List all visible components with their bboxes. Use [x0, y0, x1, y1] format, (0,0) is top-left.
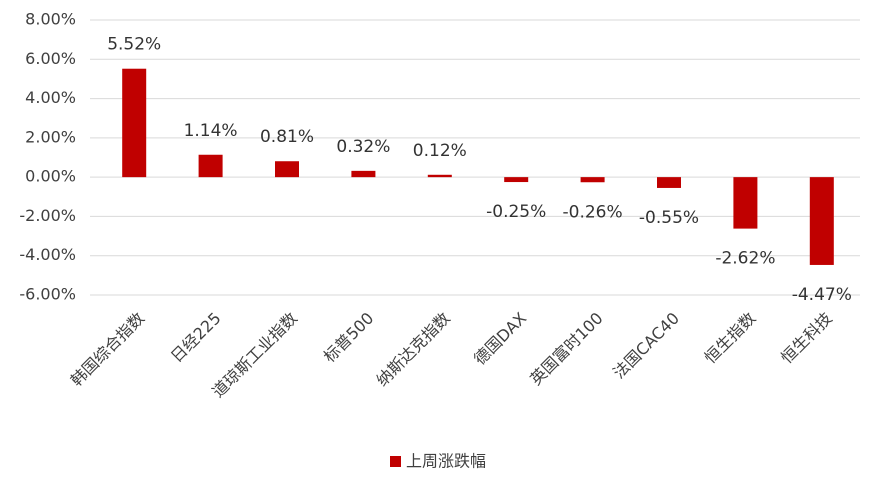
x-tick-label: 德国DAX — [470, 309, 530, 369]
data-label: -2.62% — [715, 249, 775, 269]
legend-label: 上周涨跌幅 — [406, 452, 486, 471]
x-tick-label: 英国富时100 — [526, 309, 606, 389]
y-tick-label: -2.00% — [19, 206, 76, 225]
bar — [275, 161, 299, 178]
bar — [733, 177, 758, 229]
data-label: 5.52% — [107, 35, 161, 55]
data-label: 0.81% — [260, 127, 314, 147]
y-tick-label: 8.00% — [25, 10, 76, 29]
legend-swatch — [390, 456, 401, 467]
data-label: -0.55% — [639, 208, 699, 228]
data-label: 0.12% — [413, 141, 467, 161]
y-tick-label: 4.00% — [25, 88, 76, 107]
y-tick-label: -6.00% — [19, 285, 76, 304]
y-tick-label: -4.00% — [19, 245, 76, 264]
bar — [351, 170, 376, 178]
x-tick-label: 纳斯达克指数 — [372, 309, 453, 390]
bar — [580, 177, 605, 183]
x-tick-label: 恒生科技 — [777, 309, 836, 368]
bar — [427, 174, 452, 178]
y-tick-label: 2.00% — [25, 127, 76, 146]
x-tick-label: 韩国综合指数 — [67, 309, 148, 390]
y-tick-label: 0.00% — [25, 167, 76, 186]
data-label: 0.32% — [336, 137, 390, 157]
data-label: -0.26% — [563, 202, 623, 222]
bar — [657, 177, 681, 188]
bar — [809, 177, 834, 265]
x-tick-label: 法国CAC40 — [609, 309, 683, 383]
x-tick-label: 标普500 — [320, 309, 378, 367]
x-tick-label: 恒生指数 — [701, 309, 760, 368]
x-tick-label: 日经225 — [167, 309, 225, 367]
data-label: -4.47% — [792, 285, 852, 305]
data-label: -0.25% — [486, 202, 546, 222]
bar — [122, 68, 147, 178]
bar — [504, 177, 529, 183]
bar — [198, 154, 223, 178]
y-tick-label: 6.00% — [25, 49, 76, 68]
data-label: 1.14% — [184, 121, 238, 141]
